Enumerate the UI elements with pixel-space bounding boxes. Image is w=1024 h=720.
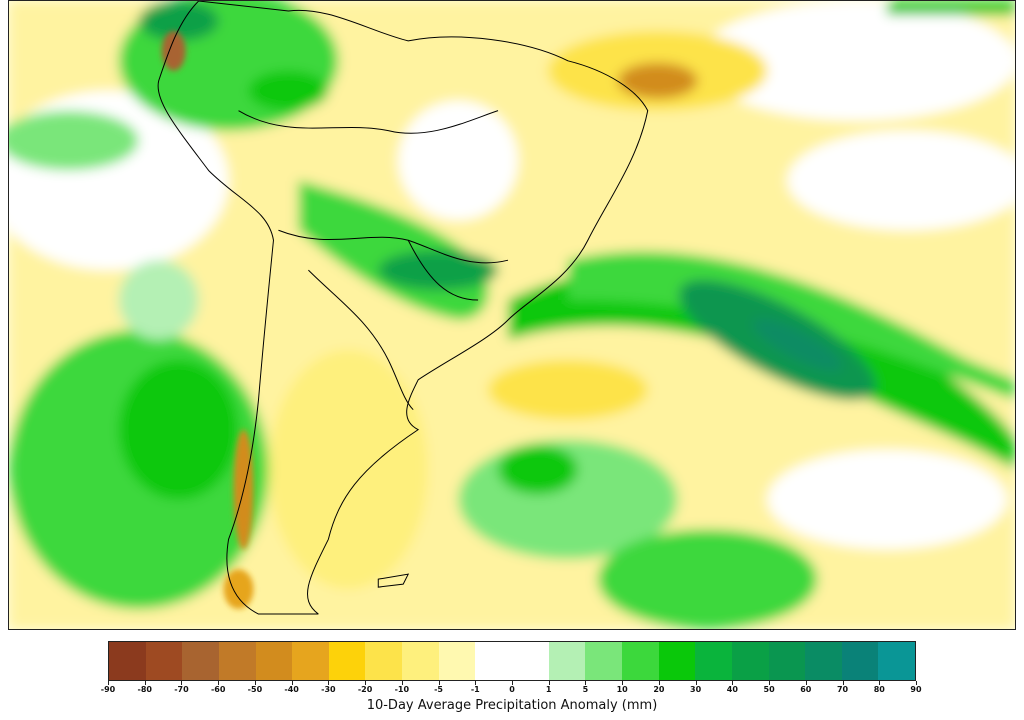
colorbar-swatch xyxy=(805,642,842,680)
colorbar-tick-mark xyxy=(291,681,293,685)
colorbar-swatch xyxy=(145,642,183,680)
colorbar-swatch xyxy=(328,642,366,680)
colorbar-swatch xyxy=(658,642,696,680)
colorbar-tick-mark xyxy=(732,681,734,685)
colorbar-tick-mark xyxy=(916,681,917,685)
colorbar-tick-label: 20 xyxy=(653,685,665,694)
colorbar-tick-label: 30 xyxy=(690,685,702,694)
colorbar-swatch xyxy=(621,642,659,680)
colorbar-tick-mark xyxy=(585,681,587,685)
colorbar-tick-label: 10 xyxy=(616,685,628,694)
colorbar-swatch xyxy=(585,642,622,680)
colorbar-tick-mark xyxy=(144,681,146,685)
country-borders xyxy=(157,1,649,615)
colorbar-tick-mark xyxy=(218,681,220,685)
colorbar-swatch xyxy=(255,642,293,680)
colorbar-tick-label: 1 xyxy=(545,685,552,694)
colorbar-tick-label: 40 xyxy=(726,685,738,694)
colorbar-tick-mark xyxy=(622,681,624,685)
colorbar-tick-mark xyxy=(108,681,109,685)
colorbar-tick-label: -60 xyxy=(210,685,226,694)
precipitation-anomaly-map xyxy=(8,0,1016,630)
colorbar-tick-mark xyxy=(548,681,550,685)
colorbar-swatch xyxy=(365,642,403,680)
colorbar-tick-label: -70 xyxy=(174,685,189,694)
colorbar-swatch xyxy=(218,642,256,680)
colorbar-swatch xyxy=(768,642,806,680)
colorbar-tick-label: -90 xyxy=(100,685,116,694)
colorbar-tick-mark xyxy=(401,681,403,685)
colorbar-tick-label: -10 xyxy=(394,685,410,694)
colorbar xyxy=(108,641,916,681)
colorbar-tick-label: -80 xyxy=(137,685,152,694)
colorbar-tick-label: 80 xyxy=(873,685,885,694)
colorbar-tick-mark xyxy=(842,681,844,685)
colorbar-tick-mark xyxy=(365,681,367,685)
colorbar-tick-label: -30 xyxy=(321,685,336,694)
colorbar-swatch xyxy=(878,642,916,680)
colorbar-swatch xyxy=(548,642,586,680)
colorbar-tick-label: 0 xyxy=(509,685,515,694)
colorbar-swatch xyxy=(512,642,549,680)
colorbar-swatch xyxy=(182,642,219,680)
map-canvas xyxy=(9,1,1015,629)
colorbar-tick-mark xyxy=(769,681,771,685)
colorbar-swatch xyxy=(695,642,732,680)
colorbar-ticks: -90 -80 -70 -60 -50 -40 -30 -20 -10 -5 -1 0 1 5 10 20 30… xyxy=(101,681,922,699)
colorbar-label: 10-Day Average Precipitation Anomaly (mm… xyxy=(366,698,658,713)
colorbar-swatch xyxy=(841,642,879,680)
colorbar-tick-label: 90 xyxy=(910,685,922,694)
colorbar-tick-mark xyxy=(805,681,807,685)
colorbar-tick-label: 50 xyxy=(763,685,775,694)
colorbar-tick-mark xyxy=(181,681,183,685)
colorbar-tick-mark xyxy=(254,681,256,685)
colorbar-tick-mark xyxy=(475,681,477,685)
colorbar-swatch xyxy=(475,642,513,680)
colorbar-tick-label: 70 xyxy=(836,685,849,694)
colorbar-tick-label: -1 xyxy=(470,685,480,694)
colorbar-swatch xyxy=(402,642,439,680)
colorbar-tick-mark xyxy=(512,681,513,685)
colorbar-swatch xyxy=(438,642,476,680)
colorbar-tick-label: -40 xyxy=(284,685,299,694)
colorbar-tick-mark xyxy=(328,681,330,685)
colorbar-tick-label: -50 xyxy=(247,685,263,694)
colorbar-swatch xyxy=(292,642,329,680)
colorbar-swatch xyxy=(109,642,146,680)
colorbar-tick-mark xyxy=(695,681,697,685)
anomaly-field xyxy=(9,1,1015,629)
colorbar-tick-label: -20 xyxy=(357,685,373,694)
colorbar-tick-label: 60 xyxy=(800,685,812,694)
colorbar-tick-mark xyxy=(879,681,881,685)
colorbar-tick-mark xyxy=(438,681,440,685)
colorbar-tick-label: -5 xyxy=(434,685,443,694)
colorbar-swatch xyxy=(731,642,769,680)
colorbar-tick-mark xyxy=(658,681,660,685)
colorbar-tick-label: 5 xyxy=(582,685,589,694)
